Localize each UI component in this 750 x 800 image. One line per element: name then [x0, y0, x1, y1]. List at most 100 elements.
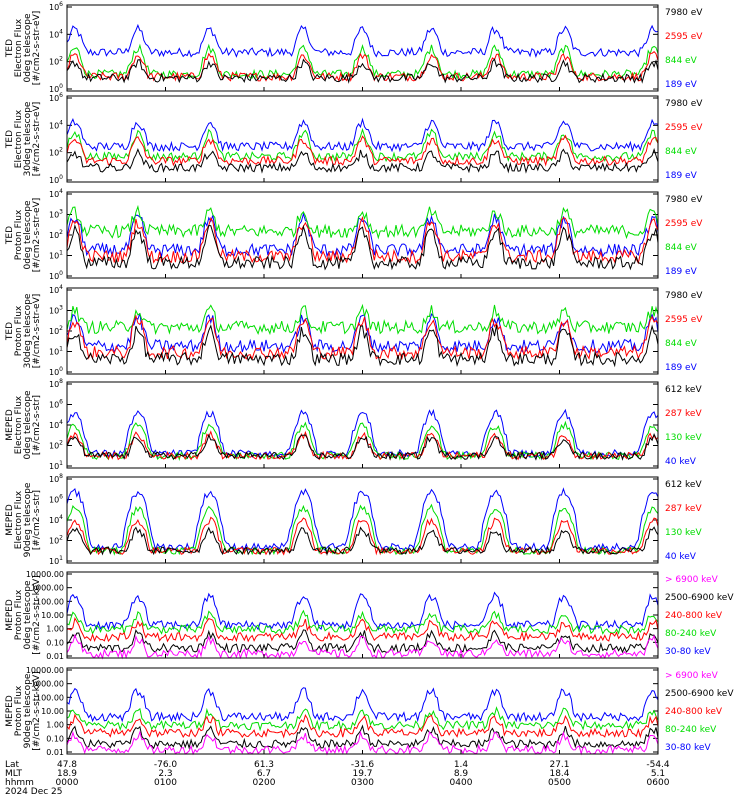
- y-axis-title-line: [#/cm2-s-str-eV]: [32, 198, 42, 273]
- y-tick-label: 102: [49, 440, 63, 451]
- y-tick-label: 104: [49, 514, 63, 525]
- x-tick-label: -76.0: [154, 760, 178, 770]
- y-axis-title-line: [#/cm2-s-str-keV]: [32, 575, 42, 654]
- x-tick-label: 18.9: [57, 769, 77, 779]
- series-line: [66, 134, 659, 167]
- series-line: [66, 591, 659, 631]
- series-line: [66, 303, 659, 336]
- y-tick-label: 0.01: [46, 748, 64, 757]
- y-axis-title-line: [#/cm2-s-str-eV]: [32, 11, 42, 86]
- y-axis-title-line: Electron Flux: [14, 395, 24, 454]
- x-axis-row-label: hhmm: [5, 778, 34, 788]
- series-line: [66, 503, 659, 556]
- y-tick-label: 101: [49, 346, 63, 357]
- series-line: [66, 408, 659, 459]
- x-tick-label: 8.9: [454, 769, 469, 779]
- y-axis-title-line: MEPED: [5, 695, 15, 727]
- legend-label: 2595 eV: [665, 219, 703, 229]
- legend-label: 2595 eV: [665, 315, 703, 325]
- y-tick-label: 104: [49, 188, 63, 199]
- panel-8: MEPED Proton Flux 90deg telescope [#/cm2-s-…: [5, 666, 734, 757]
- series-line: [66, 314, 659, 361]
- y-tick-label: 103: [49, 305, 63, 316]
- x-tick-label: 18.4: [549, 769, 569, 779]
- y-axis-title-line: [#/cm2-s-str-keV]: [32, 671, 42, 750]
- y-axis-title-line: TED: [5, 39, 15, 58]
- y-axis-title-line: 0deg telescope: [23, 390, 33, 460]
- y-tick-label: 1000.00: [31, 584, 64, 593]
- x-tick-label: -31.6: [351, 760, 375, 770]
- x-tick-label: 0300: [351, 778, 374, 788]
- y-axis-title-line: [#/cm2-s-str]: [32, 490, 42, 550]
- y-tick-label: 104: [49, 284, 63, 295]
- y-axis-title-line: [#/cm2-s-str-eV]: [32, 294, 42, 369]
- y-tick-label: 1.00: [46, 625, 64, 634]
- y-tick-label: 0.10: [46, 734, 64, 743]
- y-tick-label: 102: [49, 535, 63, 546]
- series-line: [66, 526, 659, 557]
- y-tick-label: 101: [49, 460, 63, 471]
- y-axis-title-line: TED: [5, 322, 15, 341]
- x-tick-label: 6.7: [257, 769, 271, 779]
- y-axis-title-line: 0deg telescope: [23, 13, 33, 83]
- legend-label: 844 eV: [665, 339, 698, 349]
- legend-label: 844 eV: [665, 147, 698, 157]
- y-axis-title-line: [#/cm2-s-str-eV]: [32, 102, 42, 177]
- y-tick-label: 100.00: [36, 597, 64, 606]
- x-axis-row-label: 2024 Dec 25: [5, 787, 63, 797]
- legend-label: 7980 eV: [665, 195, 703, 205]
- y-tick-label: 1000.00: [31, 680, 64, 689]
- panel-4: TED Proton Flux 30deg telescope [#/cm2-s-st…: [5, 284, 703, 377]
- legend-label: > 6900 keV: [665, 575, 719, 585]
- x-tick-label: 61.3: [254, 760, 274, 770]
- y-tick-label: 100.00: [36, 693, 64, 702]
- y-axis-title-line: TED: [5, 226, 15, 245]
- panel-7: MEPED Proton Flux 0deg telescope [#/cm2-s-s…: [5, 570, 734, 661]
- x-tick-label: 47.8: [57, 760, 77, 770]
- plot-frame: [66, 95, 659, 183]
- y-tick-label: 102: [49, 229, 63, 240]
- y-tick-label: 1.00: [46, 721, 64, 730]
- y-tick-label: 100: [49, 174, 63, 185]
- x-tick-label: 27.1: [549, 760, 569, 770]
- legend-label: 80-240 keV: [665, 629, 717, 639]
- legend-label: 2595 eV: [665, 32, 703, 42]
- y-axis-title-line: MEPED: [5, 504, 15, 536]
- series-line: [66, 117, 659, 153]
- y-axis-title-line: Electron Flux: [14, 18, 24, 77]
- y-tick-label: 10000.00: [26, 666, 64, 675]
- legend-label: 130 keV: [665, 433, 702, 443]
- series-line: [66, 432, 659, 461]
- x-axis-row-label: Lat: [5, 760, 20, 770]
- y-axis-title-line: 90deg telescope: [23, 482, 33, 557]
- y-tick-label: 100: [49, 270, 63, 281]
- y-tick-label: 10.00: [41, 611, 64, 620]
- legend-label: 2595 eV: [665, 123, 703, 133]
- y-tick-label: 100: [49, 83, 63, 94]
- panel-3: TED Proton Flux 0deg telescope [#/cm2-s-str…: [5, 188, 703, 281]
- legend-label: 40 keV: [665, 457, 697, 467]
- legend-label: 30-80 keV: [665, 743, 711, 753]
- y-tick-label: 104: [49, 119, 63, 130]
- series-line: [66, 633, 659, 660]
- x-tick-label: 19.7: [352, 769, 372, 779]
- legend-label: > 6900 keV: [665, 671, 719, 681]
- y-tick-label: 101: [49, 250, 63, 261]
- plot-frame: [66, 4, 659, 92]
- series-line: [66, 51, 659, 83]
- y-tick-label: 106: [49, 1, 63, 12]
- y-axis-title-line: Electron Flux: [14, 490, 24, 549]
- y-tick-label: 100: [49, 366, 63, 377]
- y-tick-label: 10.00: [41, 707, 64, 716]
- y-tick-label: 108: [49, 473, 63, 484]
- y-axis-title-line: Proton Flux: [14, 305, 24, 356]
- legend-label: 130 keV: [665, 528, 702, 538]
- y-tick-label: 0.10: [46, 638, 64, 647]
- x-tick-label: 0100: [154, 778, 177, 788]
- y-tick-label: 103: [49, 209, 63, 220]
- x-tick-label: 0500: [548, 778, 571, 788]
- y-tick-label: 10000.00: [26, 570, 64, 579]
- legend-label: 40 keV: [665, 552, 697, 562]
- y-axis-title-line: Electron Flux: [14, 109, 24, 168]
